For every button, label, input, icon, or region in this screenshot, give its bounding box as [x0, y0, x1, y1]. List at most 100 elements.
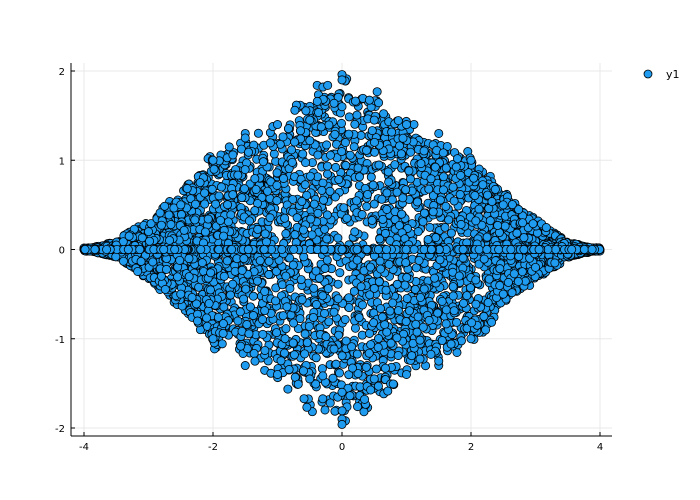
scatter-point: [401, 317, 411, 327]
scatter-point: [272, 196, 282, 206]
scatter-point: [307, 230, 317, 240]
scatter-point: [401, 258, 411, 268]
scatter-point: [190, 199, 200, 209]
scatter-point: [517, 267, 527, 277]
scatter-point: [376, 264, 386, 274]
scatter-point: [272, 120, 282, 130]
scatter-point: [290, 137, 300, 147]
scatter-point: [182, 184, 192, 194]
scatter-point: [434, 356, 444, 366]
scatter-point: [495, 280, 505, 290]
scatter-point: [318, 178, 328, 188]
scatter-point: [252, 276, 262, 286]
scatter-point: [258, 157, 268, 167]
scatter-point: [466, 155, 476, 165]
scatter-point: [407, 351, 417, 361]
scatter-point: [380, 320, 390, 330]
scatter-point: [424, 184, 434, 194]
scatter-point: [362, 201, 372, 211]
scatter-point: [456, 170, 466, 180]
scatter-point: [388, 379, 398, 389]
scatter-point: [430, 162, 440, 172]
scatter-point: [329, 98, 339, 108]
scatter-point: [487, 197, 497, 207]
scatter-point: [242, 320, 252, 330]
scatter-point: [352, 244, 362, 254]
scatter-point: [240, 133, 250, 143]
scatter-point: [348, 363, 358, 373]
scatter-point: [299, 252, 309, 262]
scatter-point: [173, 272, 183, 282]
scatter-point: [378, 214, 388, 224]
scatter-point: [288, 338, 298, 348]
scatter-point: [454, 271, 464, 281]
scatter-point: [176, 289, 186, 299]
scatter-point: [367, 215, 377, 225]
scatter-point: [437, 336, 447, 346]
scatter-point: [324, 317, 334, 327]
scatter-point: [365, 290, 375, 300]
scatter-point: [318, 394, 328, 404]
scatter-point: [514, 205, 524, 215]
scatter-point: [528, 219, 538, 229]
scatter-point: [179, 225, 189, 235]
scatter-point: [248, 291, 258, 301]
scatter-point: [302, 338, 312, 348]
scatter-point: [281, 229, 291, 239]
scatter-point: [228, 150, 238, 160]
scatter-point: [448, 282, 458, 292]
scatter-point: [211, 199, 221, 209]
scatter-point: [323, 80, 333, 90]
scatter-point: [236, 341, 246, 351]
scatter-point: [329, 307, 339, 317]
scatter-point: [240, 361, 250, 371]
scatter-point: [184, 272, 194, 282]
scatter-point: [290, 230, 300, 240]
scatter-point: [277, 244, 287, 254]
scatter-point: [233, 170, 243, 180]
scatter-point: [233, 316, 243, 326]
scatter-point: [197, 258, 207, 268]
scatter-point: [451, 162, 461, 172]
scatter-point: [223, 200, 233, 210]
scatter-point: [311, 300, 321, 310]
scatter-point: [323, 283, 333, 293]
scatter-point: [375, 303, 385, 313]
scatter-point: [335, 368, 345, 378]
scatter-point: [440, 222, 450, 232]
scatter-point: [382, 244, 392, 254]
scatter-point: [349, 142, 359, 152]
scatter-point: [223, 217, 233, 227]
scatter-point: [253, 128, 263, 138]
scatter-point: [483, 298, 493, 308]
scatter-point: [498, 289, 508, 299]
scatter-point: [300, 349, 310, 359]
scatter-point: [320, 224, 330, 234]
scatter-point: [290, 105, 300, 115]
scatter-point: [416, 159, 426, 169]
scatter-point: [444, 215, 454, 225]
scatter-point: [485, 216, 495, 226]
scatter-point: [467, 318, 477, 328]
scatter-point: [366, 172, 376, 182]
scatter-point: [479, 311, 489, 321]
scatter-point: [360, 394, 370, 404]
scatter-point: [283, 384, 293, 394]
scatter-point: [484, 274, 494, 284]
scatter-point: [462, 291, 472, 301]
scatter-point: [393, 116, 403, 126]
scatter-point: [284, 365, 294, 375]
scatter-point: [187, 292, 197, 302]
scatter-point: [322, 210, 332, 220]
scatter-point: [503, 277, 513, 287]
scatter-point: [356, 282, 366, 292]
scatter-point: [296, 275, 306, 285]
scatter-point: [350, 96, 360, 106]
scatter-point: [428, 207, 438, 217]
scatter-point: [387, 195, 397, 205]
scatter-point: [215, 215, 225, 225]
scatter-point: [382, 204, 392, 214]
scatter-point: [200, 199, 210, 209]
scatter-point: [358, 300, 368, 310]
